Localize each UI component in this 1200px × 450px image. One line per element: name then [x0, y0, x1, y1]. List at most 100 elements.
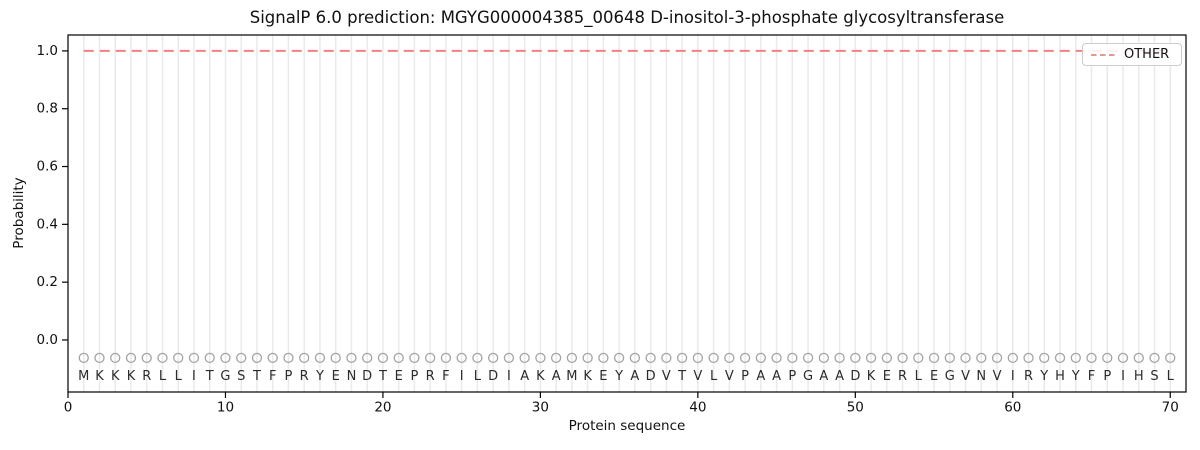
residue-marker — [157, 352, 168, 364]
residue-letter: L — [710, 369, 718, 384]
residue-letter: M — [78, 369, 89, 384]
residue-letter: H — [1134, 369, 1144, 384]
residue-marker — [850, 352, 861, 364]
residue-letter: D — [362, 369, 372, 384]
residue-marker — [488, 352, 499, 364]
residue-marker — [708, 352, 719, 364]
residue-marker — [173, 352, 184, 364]
residue-marker — [251, 352, 263, 364]
residue-marker — [267, 352, 278, 364]
residue-letter: Y — [1071, 369, 1080, 384]
residue-marker — [818, 352, 829, 364]
residue-marker — [1165, 352, 1176, 364]
residue-letter: R — [1024, 369, 1033, 384]
residue-marker — [188, 352, 200, 364]
residue-marker — [629, 352, 641, 364]
residue-marker — [519, 352, 530, 364]
legend-dash-sample — [1091, 53, 1117, 56]
residue-letter: A — [520, 369, 529, 384]
residue-letter: V — [662, 369, 671, 384]
residue-letter: E — [332, 369, 340, 384]
residue-marker — [110, 352, 121, 364]
residue-letter: A — [835, 369, 844, 384]
residue-letter: R — [142, 369, 151, 384]
residue-letter: K — [583, 369, 592, 384]
residue-marker — [566, 352, 578, 364]
residue-marker — [377, 352, 389, 364]
residue-marker — [724, 352, 735, 364]
residue-marker — [771, 352, 782, 364]
residue-letter: V — [961, 369, 970, 384]
residue-marker — [299, 352, 310, 364]
x-tick-label: 20 — [374, 400, 391, 416]
residue-letter: L — [915, 369, 923, 384]
residue-marker — [440, 352, 452, 364]
residue-letter: L — [175, 369, 183, 384]
y-tick-label: 1.0 — [37, 43, 58, 59]
residue-letter: S — [1150, 369, 1158, 384]
residue-letter: P — [1103, 369, 1111, 384]
residue-marker — [141, 352, 152, 364]
residue-marker — [755, 352, 766, 364]
x-tick-label: 10 — [217, 400, 234, 416]
residue-letter: D — [646, 369, 656, 384]
residue-letter: A — [756, 369, 765, 384]
residue-marker — [503, 352, 515, 364]
residue-letter: L — [159, 369, 167, 384]
residue-marker — [865, 352, 877, 364]
residue-marker — [550, 352, 562, 364]
x-tick-label: 50 — [847, 400, 864, 416]
residue-marker — [125, 352, 137, 364]
residue-marker — [960, 352, 971, 364]
residue-letter: T — [252, 369, 261, 384]
residue-marker — [739, 352, 751, 364]
x-tick-label: 60 — [1004, 400, 1021, 416]
residue-marker — [362, 352, 373, 364]
residue-letter: L — [474, 369, 482, 384]
residue-letter: K — [536, 369, 545, 384]
residue-marker — [613, 352, 625, 364]
residue-letter: M — [566, 369, 577, 384]
residue-letter: K — [127, 369, 136, 384]
residue-marker — [976, 352, 987, 364]
residue-marker — [944, 352, 955, 364]
residue-marker — [1007, 352, 1018, 364]
residue-marker — [1117, 352, 1129, 364]
residue-marker — [598, 352, 609, 364]
residue-letter: S — [237, 369, 245, 384]
residue-marker — [1086, 352, 1097, 364]
residue-marker — [393, 352, 404, 364]
residue-marker — [94, 352, 105, 364]
residue-marker — [425, 352, 436, 364]
residue-letter: N — [347, 369, 357, 384]
y-tick-label: 0.8 — [37, 101, 58, 117]
residue-letter: I — [1121, 369, 1125, 384]
residue-marker — [834, 352, 845, 364]
residue-letter: N — [976, 369, 986, 384]
residue-letter: T — [677, 369, 686, 384]
residue-marker — [330, 352, 341, 364]
residue-marker — [661, 352, 672, 364]
residue-letter: Y — [1039, 369, 1048, 384]
residue-marker — [535, 352, 546, 364]
residue-letter: P — [411, 369, 419, 384]
residue-marker — [220, 352, 231, 364]
residue-marker — [881, 352, 892, 364]
plot-border — [67, 34, 1187, 393]
residue-letter: K — [111, 369, 120, 384]
residue-letter: E — [883, 369, 891, 384]
residue-letter: R — [300, 369, 309, 384]
legend-label: OTHER — [1124, 47, 1170, 62]
x-tick-label: 30 — [532, 400, 549, 416]
y-tick-label: 0.0 — [37, 332, 58, 348]
residue-marker — [283, 352, 294, 364]
x-axis-label: Protein sequence — [568, 418, 686, 434]
legend: OTHER — [1082, 43, 1182, 66]
residue-marker — [928, 352, 940, 364]
residue-letter: G — [220, 369, 230, 384]
residue-letter: F — [269, 369, 276, 384]
x-tick-label: 0 — [64, 400, 73, 416]
residue-letter: E — [395, 369, 403, 384]
residue-letter: E — [599, 369, 607, 384]
